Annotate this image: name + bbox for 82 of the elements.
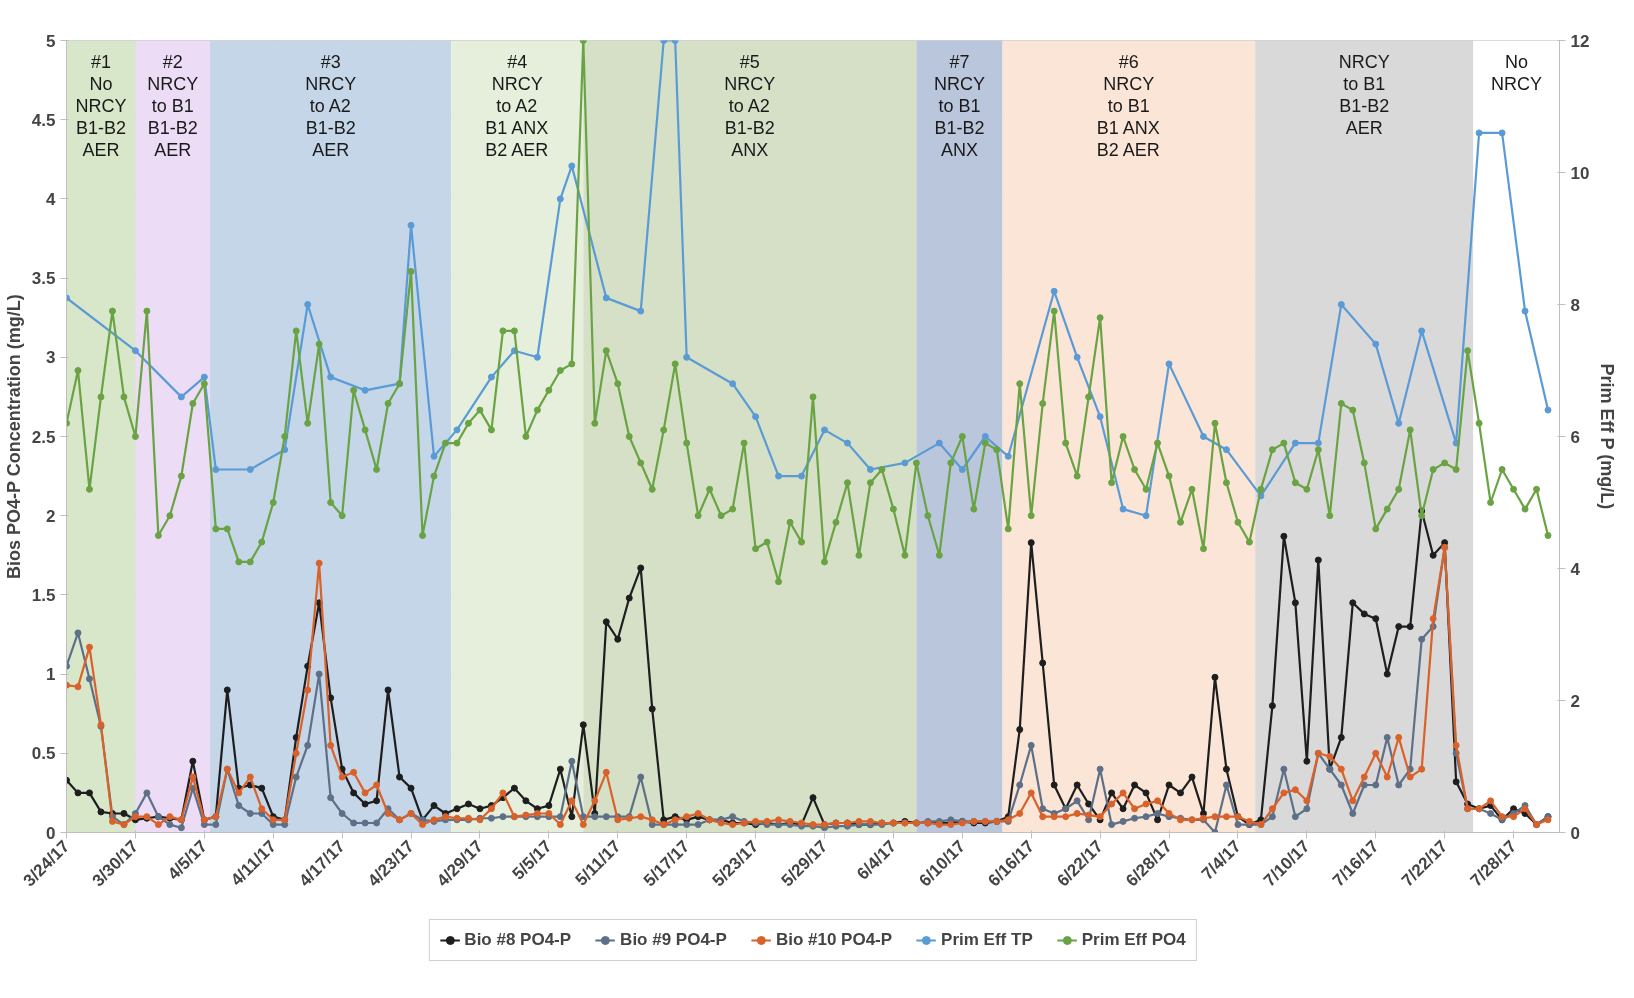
point <box>1337 301 1345 308</box>
band-label: No NRCY <box>1490 52 1542 95</box>
point <box>958 466 966 473</box>
point <box>901 459 909 467</box>
legend-label: Bio #9 PO4-P <box>620 930 727 950</box>
point <box>1199 433 1207 440</box>
band-label: #2 NRCY to B1 B1-B2 AER <box>147 52 199 161</box>
point <box>637 307 645 315</box>
point <box>1498 129 1506 137</box>
y-tick-label: 5 <box>46 31 56 51</box>
y-axis-title: Bios PO4-P Concentration (mg/L) <box>3 294 24 580</box>
y2-axis-title: Prim Eff P (mg/L) <box>1597 363 1618 510</box>
band-label: #5 NRCY to A2 B1-B2 ANX <box>724 52 776 161</box>
band-label: #1 No NRCY B1-B2 AER <box>75 52 127 161</box>
y-tick-label: 1.5 <box>31 585 56 605</box>
band-label: #7 NRCY to B1 B1-B2 ANX <box>933 52 985 161</box>
point <box>1372 340 1380 348</box>
point <box>1521 307 1529 315</box>
point <box>775 472 783 480</box>
point <box>935 439 943 447</box>
point <box>568 162 576 170</box>
point <box>177 393 185 401</box>
y-tick-label: 2.5 <box>31 427 56 447</box>
point <box>304 301 312 308</box>
y2-tick-label: 2 <box>1570 691 1580 711</box>
point <box>1222 446 1230 454</box>
y2-tick-label: 0 <box>1570 823 1580 843</box>
y2-tick-label: 8 <box>1570 295 1580 315</box>
point <box>1119 505 1127 513</box>
point <box>820 426 828 434</box>
y-tick-label: 1 <box>46 665 56 685</box>
point <box>430 452 438 460</box>
point <box>1395 419 1403 427</box>
y2-tick-label: 6 <box>1570 427 1580 447</box>
point <box>1165 360 1173 368</box>
point <box>1050 287 1058 295</box>
y-tick-label: 0.5 <box>31 744 56 764</box>
point <box>1544 406 1552 414</box>
band-label: #4 NRCY to A2 B1 ANX B2 AER <box>485 52 549 161</box>
y2-tick-label: 10 <box>1570 163 1590 183</box>
point <box>131 347 139 355</box>
point <box>683 353 691 361</box>
legend-label: Prim Eff TP <box>941 930 1033 950</box>
point <box>1314 439 1322 447</box>
point <box>453 426 461 434</box>
legend-label: Prim Eff PO4 <box>1081 930 1186 950</box>
point <box>1475 129 1483 137</box>
y-tick-label: 4.5 <box>31 110 56 130</box>
point <box>1004 452 1012 460</box>
legend-label: Bio #8 PO4-P <box>464 930 572 950</box>
band-label: #3 NRCY to A2 B1-B2 AER <box>305 52 357 161</box>
y-tick-label: 4 <box>46 189 57 209</box>
point <box>246 466 254 473</box>
point <box>200 373 208 381</box>
point <box>327 373 335 381</box>
point <box>487 373 495 381</box>
y-tick-label: 2 <box>46 506 56 526</box>
point <box>1418 327 1426 335</box>
y-tick-label: 3 <box>46 348 56 368</box>
point <box>1073 353 1081 361</box>
y2-tick-label: 12 <box>1570 31 1590 51</box>
point <box>1096 413 1104 421</box>
y2-tick-label: 4 <box>1570 559 1581 579</box>
point <box>843 439 851 447</box>
point <box>1142 512 1150 520</box>
point <box>556 195 564 203</box>
band-label: NRCY to B1 B1-B2 AER <box>1338 52 1390 139</box>
point <box>981 433 989 440</box>
point <box>729 380 737 388</box>
point <box>866 466 874 473</box>
point <box>212 466 220 473</box>
point <box>1291 439 1299 447</box>
y-tick-label: 3.5 <box>31 269 56 289</box>
point <box>752 413 760 421</box>
legend-label: Bio #10 PO4-P <box>775 930 893 950</box>
point <box>361 386 369 394</box>
y-tick-label: 0 <box>46 823 56 843</box>
point <box>407 221 415 229</box>
point <box>533 353 541 361</box>
band-label: #6 NRCY to B1 B1 ANX B2 AER <box>1096 52 1160 161</box>
point <box>602 294 610 302</box>
point <box>798 472 806 480</box>
